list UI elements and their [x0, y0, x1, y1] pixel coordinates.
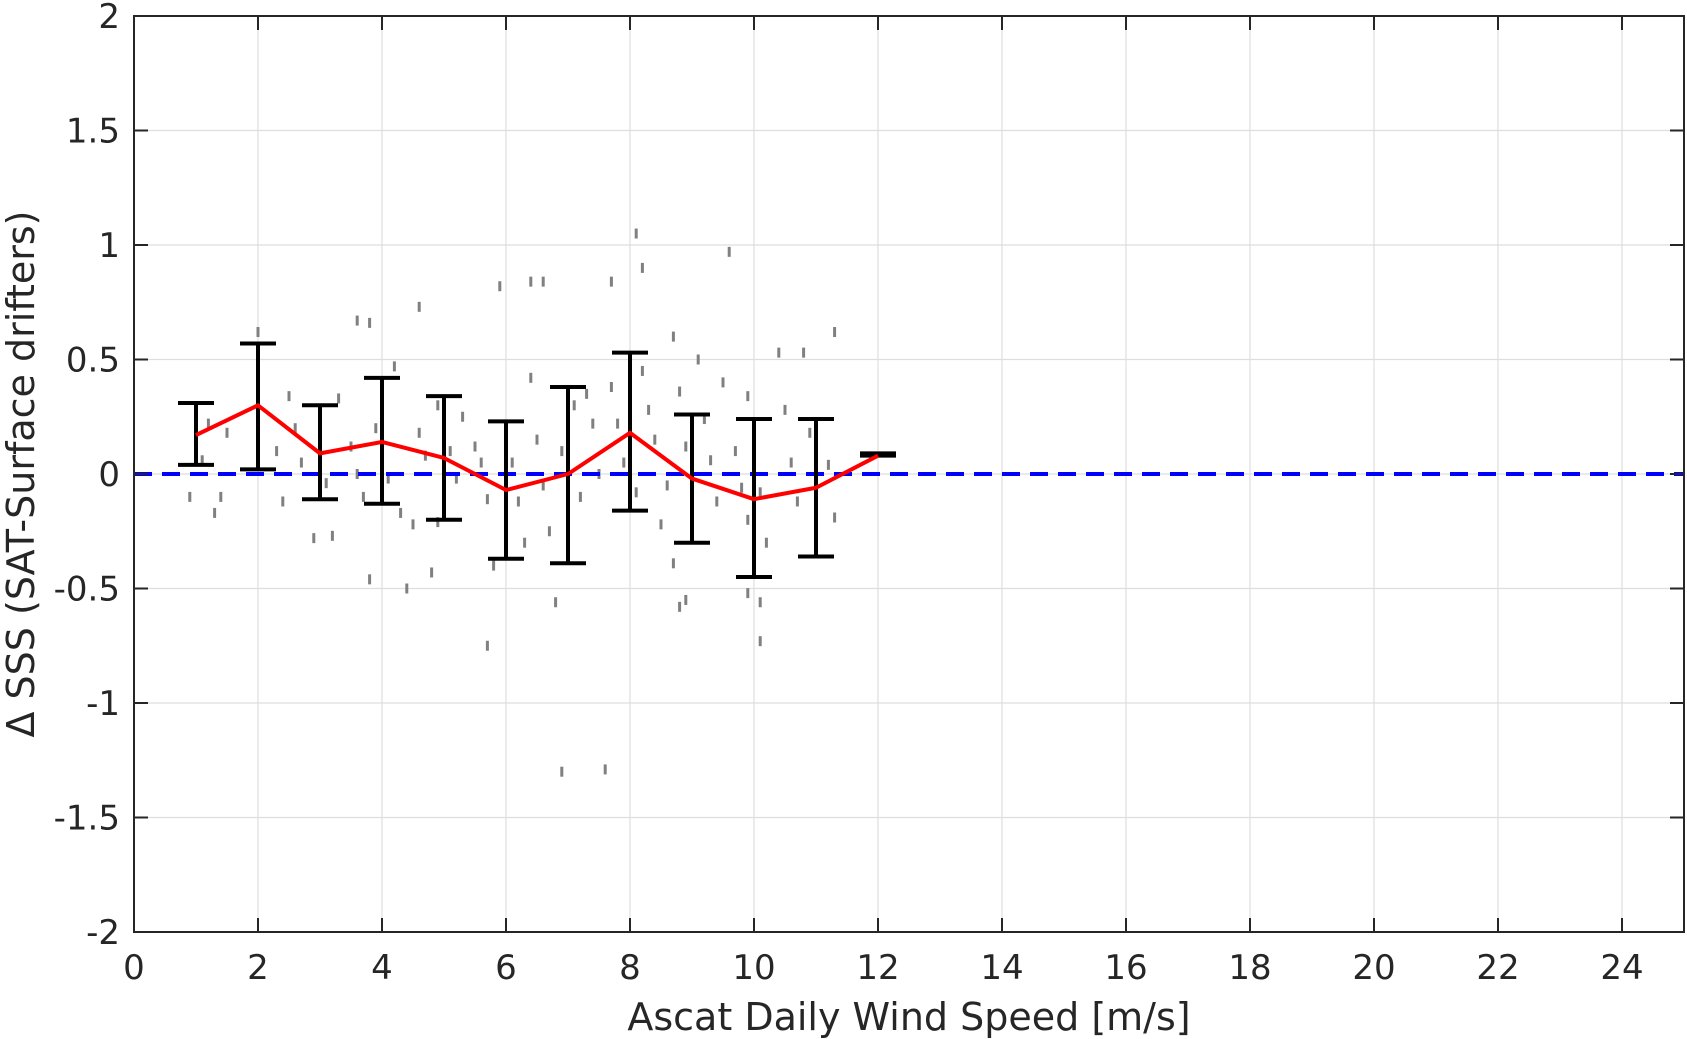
x-tick-label: 8	[619, 948, 641, 988]
x-tick-label: 2	[247, 948, 269, 988]
x-tick-label: 16	[1104, 948, 1147, 988]
y-tick-label: 0.5	[66, 341, 120, 381]
x-tick-label: 20	[1352, 948, 1395, 988]
x-tick-label: 4	[371, 948, 393, 988]
y-tick-label: -0.5	[54, 570, 120, 610]
y-tick-label: -1.5	[54, 799, 120, 839]
scatter-points	[188, 228, 837, 777]
y-axis-ticks: -2 -1.5 -1 -0.5 0 0.5 1 1.5 2	[54, 0, 1684, 953]
x-tick-label: 10	[732, 948, 775, 988]
y-tick-label: -1	[86, 684, 120, 724]
y-axis-label: Δ SSS (SAT-Surface drifters)	[0, 210, 43, 737]
y-tick-label: -2	[86, 913, 120, 953]
x-axis-label: Ascat Daily Wind Speed [m/s]	[627, 995, 1190, 1039]
y-tick-label: 1	[98, 226, 120, 266]
x-axis-ticks: 0 2 4 6 8 10 12 14 16 18 20 22 24	[123, 16, 1644, 988]
binned-mean-line	[195, 403, 879, 502]
x-tick-label: 24	[1600, 948, 1643, 988]
x-tick-label: 22	[1476, 948, 1519, 988]
x-tick-label: 6	[495, 948, 517, 988]
x-tick-label: 18	[1228, 948, 1271, 988]
x-tick-label: 12	[856, 948, 899, 988]
y-tick-label: 2	[98, 0, 120, 37]
y-tick-label: 1.5	[66, 112, 120, 152]
error-bars	[178, 341, 896, 580]
y-tick-label: 0	[98, 455, 120, 495]
x-tick-label: 0	[123, 948, 145, 988]
x-tick-label: 14	[980, 948, 1023, 988]
